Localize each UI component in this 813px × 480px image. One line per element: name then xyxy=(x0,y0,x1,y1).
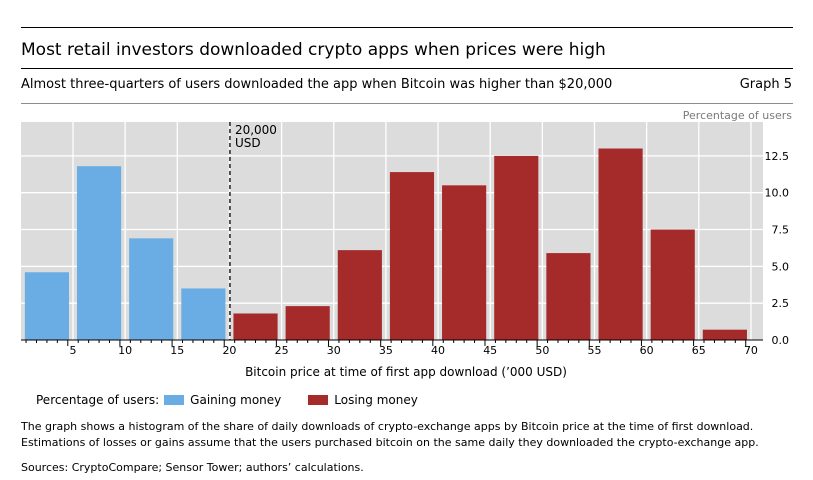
bar-losing xyxy=(389,172,435,340)
bar-losing xyxy=(233,313,278,340)
x-tick-labels: 5 10 15 20 25 30 35 40 45 50 55 60 65 70 xyxy=(70,344,758,357)
legend: Percentage of users: Gaining money Losin… xyxy=(36,393,418,407)
x-tick-label: 60 xyxy=(640,344,654,357)
legend-prefix: Percentage of users: xyxy=(36,393,160,407)
bar-losing xyxy=(285,306,330,340)
x-tick-label: 55 xyxy=(588,344,602,357)
tick-marks xyxy=(21,339,763,346)
y-tick-label: 5.0 xyxy=(772,260,790,273)
bar-losing xyxy=(442,185,487,340)
legend-label-gaining: Gaining money xyxy=(190,393,282,407)
reference-label-line2: USD xyxy=(235,136,261,150)
bar-losing xyxy=(650,229,695,340)
unit-label: Percentage of users xyxy=(683,109,792,122)
x-tick-label: 30 xyxy=(327,344,341,357)
title-rule xyxy=(21,68,793,69)
x-tick-label: 45 xyxy=(483,344,497,357)
top-rule xyxy=(21,27,793,28)
y-tick-label: 0.0 xyxy=(772,334,790,347)
legend-swatch-gaining xyxy=(164,395,185,405)
x-tick-label: 40 xyxy=(431,344,445,357)
bars xyxy=(24,148,747,340)
legend-label-losing: Losing money xyxy=(334,393,418,407)
bar-losing xyxy=(494,155,539,340)
x-tick-label: 10 xyxy=(118,344,132,357)
bar-gaining xyxy=(181,288,226,340)
chart-top-rule xyxy=(21,103,793,104)
bar-gaining xyxy=(24,272,70,340)
x-tick-label: 5 xyxy=(70,344,77,357)
bar-losing xyxy=(546,253,591,340)
x-tick-label: 20 xyxy=(222,344,236,357)
bar-losing xyxy=(337,250,382,340)
x-tick-label: 65 xyxy=(692,344,706,357)
legend-swatch-losing xyxy=(308,395,329,405)
graph-number: Graph 5 xyxy=(739,77,792,92)
bar-gaining xyxy=(77,166,122,340)
chart-title: Most retail investors downloaded crypto … xyxy=(21,40,606,60)
y-tick-label: 12.5 xyxy=(765,150,790,163)
x-tick-label: 15 xyxy=(170,344,184,357)
x-axis-title: Bitcoin price at time of first app downl… xyxy=(245,365,567,379)
x-tick-label: 25 xyxy=(275,344,289,357)
x-tick-label: 50 xyxy=(535,344,549,357)
bar-losing xyxy=(598,148,643,340)
chart-subtitle: Almost three-quarters of users downloade… xyxy=(21,77,613,92)
y-tick-label: 10.0 xyxy=(765,187,790,200)
y-tick-label: 2.5 xyxy=(772,297,790,310)
reference-label-line1: 20,000 xyxy=(235,123,277,137)
y-tick-label: 7.5 xyxy=(772,224,790,237)
x-tick-label: 35 xyxy=(379,344,393,357)
bar-losing xyxy=(702,329,747,340)
x-tick-label: 70 xyxy=(744,344,758,357)
chart-note: The graph shows a histogram of the share… xyxy=(21,420,759,449)
y-tick-labels: 0.0 2.5 5.0 7.5 10.0 12.5 xyxy=(765,150,790,347)
sources-line: Sources: CryptoCompare; Sensor Tower; au… xyxy=(21,461,364,474)
bar-gaining xyxy=(129,238,174,340)
